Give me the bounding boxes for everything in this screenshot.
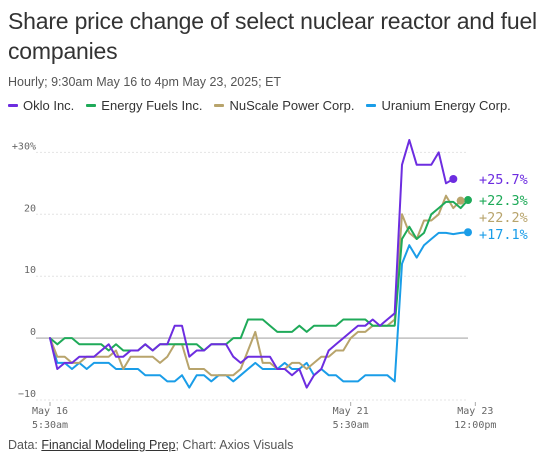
end-label-uranium-energy: +17.1% [479,227,528,243]
source-prefix: Data: [8,438,42,452]
x-tick-label: May 23 [457,406,493,417]
legend-label-nuscale: NuScale Power Corp. [229,98,355,113]
y-tick-label: 10 [24,265,36,276]
series-line-uranium-energy [49,231,469,389]
legend-swatch-uranium-energy [366,104,377,107]
end-label-nuscale: +22.2% [479,210,528,226]
legend-item-oklo: Oklo Inc. [8,98,74,113]
end-point-energy-fuels [464,196,472,205]
series-line-oklo [49,139,455,389]
series-line-energy-fuels [49,199,469,352]
end-point-uranium-energy [464,228,472,237]
y-tick-label: +30% [12,141,36,152]
source-note: Data: Financial Modeling Prep; Chart: Ax… [8,438,293,452]
y-tick-label: 0 [30,327,36,338]
legend-item-nuscale: NuScale Power Corp. [214,98,354,113]
legend-label-oklo: Oklo Inc. [23,98,75,113]
y-tick-label: −10 [18,389,36,400]
y-tick-label: 20 [24,203,36,214]
legend-label-uranium-energy: Uranium Energy Corp. [381,98,511,113]
x-tick-label: May 16 [32,406,68,417]
chart-subtitle: Hourly; 9:30am May 16 to 4pm May 23, 202… [8,75,282,89]
end-label-oklo: +25.7% [479,172,528,188]
chart-title: Share price change of select nuclear rea… [8,8,537,64]
end-point-oklo [449,175,458,183]
end-label-energy-fuels: +22.3% [479,193,528,209]
x-tick-sublabel: 5:30am [32,420,68,431]
legend-swatch-nuscale [214,104,225,107]
legend-label-energy-fuels: Energy Fuels Inc. [101,98,203,113]
legend-swatch-oklo [8,104,18,107]
source-suffix: ; Chart: Axios Visuals [175,438,294,452]
x-tick-label: May 21 [333,406,369,417]
legend-swatch-energy-fuels [86,104,97,107]
x-tick-sublabel: 5:30am [333,420,369,431]
legend-item-uranium-energy: Uranium Energy Corp. [366,98,511,113]
x-tick-sublabel: 12:00pm [454,420,496,431]
legend: Oklo Inc. Energy Fuels Inc. NuScale Powe… [8,98,511,113]
legend-item-energy-fuels: Energy Fuels Inc. [86,98,202,113]
source-link[interactable]: Financial Modeling Prep [41,438,176,452]
end-point-nuscale [456,196,465,205]
